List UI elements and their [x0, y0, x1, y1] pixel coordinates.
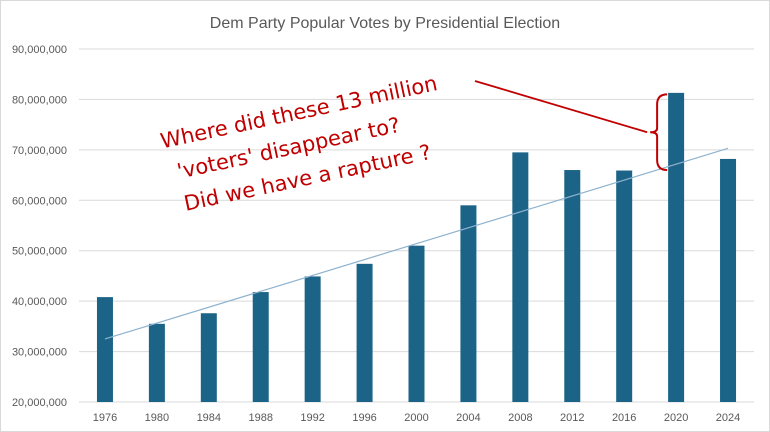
x-tick-label: 1984	[197, 412, 221, 424]
x-tick-label: 1996	[352, 412, 376, 424]
y-tick-label: 50,000,000	[12, 246, 67, 258]
y-tick-label: 30,000,000	[12, 347, 67, 359]
x-tick-label: 2004	[456, 412, 480, 424]
y-tick-label: 70,000,000	[12, 145, 67, 157]
y-axis-tick-labels: 20,000,000 30,000,000 40,000,000 50,000,000…	[12, 44, 67, 409]
bar-1976	[96, 297, 113, 402]
bar-2016	[616, 170, 633, 402]
bar-2012	[564, 170, 581, 402]
x-tick-label: 2000	[404, 412, 428, 424]
bar-2004	[460, 205, 477, 402]
bar-1988	[252, 292, 269, 402]
curly-bracket	[650, 93, 668, 172]
bar-2000	[408, 245, 425, 402]
x-tick-label: 1988	[248, 412, 272, 424]
bar-1996	[356, 263, 373, 402]
x-tick-label: 2008	[508, 412, 532, 424]
trendline-group	[104, 147, 729, 340]
bar-1984	[200, 313, 217, 402]
chart-title: Dem Party Popular Votes by Presidential …	[210, 15, 560, 32]
x-tick-label: 2020	[664, 412, 688, 424]
y-tick-label: 20,000,000	[12, 397, 67, 409]
x-axis-tick-labels: 1976 1980 1984 1988 1992 1996 2000 2004 2008 2012…	[93, 412, 741, 424]
bar-2008	[512, 152, 529, 402]
x-tick-label: 2016	[612, 412, 636, 424]
x-tick-label: 1976	[93, 412, 117, 424]
bar-series	[96, 92, 737, 402]
y-tick-label: 80,000,000	[12, 94, 67, 106]
annotation-group: Where did these 13 million 'voters' disa…	[158, 71, 668, 216]
y-tick-label: 60,000,000	[12, 195, 67, 207]
x-tick-label: 1980	[145, 412, 169, 424]
y-tick-label: 90,000,000	[12, 44, 67, 56]
bar-2020	[668, 92, 685, 402]
bar-2024	[720, 158, 737, 402]
bar-1992	[304, 276, 321, 402]
annotation-pointer-line	[474, 80, 648, 134]
annotation-text: Where did these 13 million 'voters' disa…	[158, 71, 439, 216]
linear-trendline	[104, 147, 729, 340]
y-tick-label: 40,000,000	[12, 296, 67, 308]
bar-1980	[148, 323, 165, 402]
x-tick-label: 1992	[300, 412, 324, 424]
x-tick-label: 2012	[560, 412, 584, 424]
x-tick-label: 2024	[716, 412, 740, 424]
